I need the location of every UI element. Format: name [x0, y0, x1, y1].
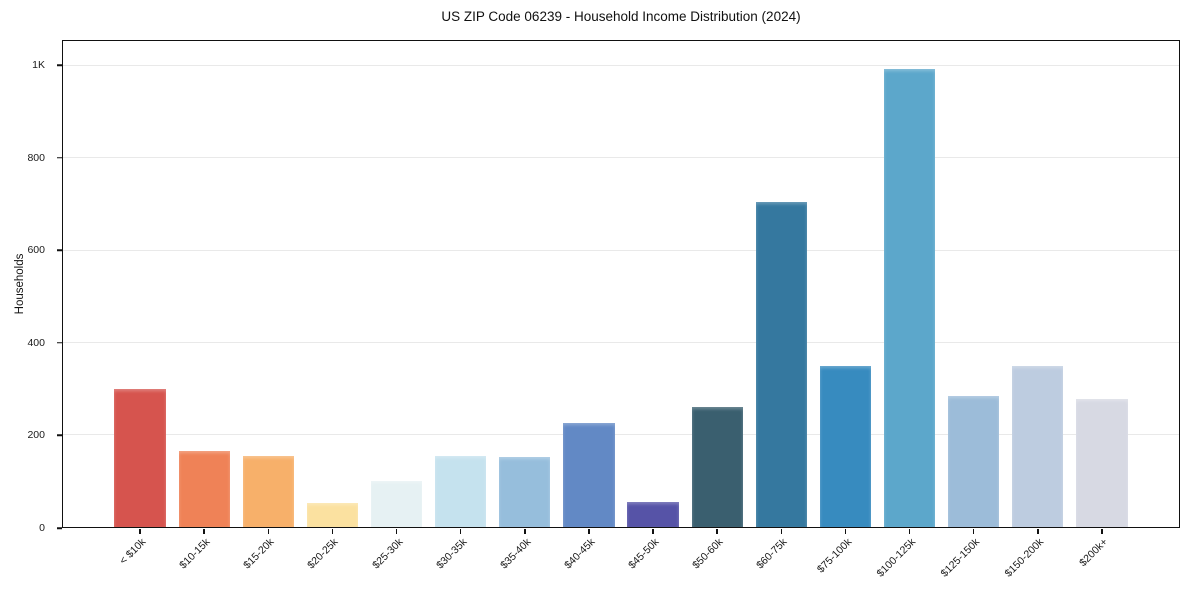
y-tick-mark [56, 249, 62, 252]
bar [819, 365, 872, 527]
x-tick-mark [139, 528, 141, 534]
bar [563, 423, 615, 527]
x-tick-mark [716, 528, 718, 534]
x-tick-mark [395, 528, 398, 534]
x-tick-label: $10-15k [177, 536, 213, 572]
x-tick-label: $50-60k [690, 536, 726, 572]
x-tick-label: $60-75k [754, 536, 790, 572]
x-tick-label: $35-40k [497, 536, 534, 572]
bar [627, 501, 679, 527]
x-tick-mark [652, 528, 654, 534]
x-tick-mark [844, 528, 847, 534]
y-tick-label: 0 [39, 522, 45, 534]
x-tick-label: $30-35k [433, 536, 470, 572]
x-tick-label: $150-200k [1002, 536, 1047, 580]
gridline [63, 65, 1179, 67]
bar [883, 68, 936, 527]
bar [178, 451, 230, 527]
bar-column: $200k+ [1070, 41, 1134, 569]
x-tick-mark [588, 528, 590, 534]
bar-column: $40-45k [557, 41, 621, 571]
x-tick-label: $125-150k [938, 536, 983, 580]
bar [435, 455, 487, 527]
bar [1076, 398, 1128, 527]
gridline [63, 341, 1179, 343]
x-tick-label: $40-45k [562, 536, 598, 572]
y-tick-mark [56, 157, 62, 159]
x-tick-label: $25-30k [369, 536, 406, 572]
y-tick-mark [56, 342, 62, 344]
x-tick-label: $45-50k [626, 536, 662, 572]
x-tick-mark [1037, 528, 1039, 534]
x-tick-mark [267, 528, 270, 534]
bar [948, 395, 1000, 527]
bar-column: $75-100k [813, 41, 877, 575]
y-tick-mark [56, 64, 62, 67]
bar [242, 455, 294, 527]
x-tick-label: < $10k [117, 536, 149, 567]
x-tick-mark [524, 528, 526, 534]
bar-column: $100-125k [874, 41, 942, 580]
bar-column: $15-20k [236, 41, 300, 571]
bar-column: $50-60k [685, 41, 749, 571]
y-tick-label: 1K [32, 59, 45, 72]
bar-column: $25-30k [365, 41, 429, 571]
x-tick-label: $200k+ [1077, 536, 1111, 570]
bar [306, 503, 359, 527]
bar-column: $35-40k [493, 41, 557, 571]
bar-column: $125-150k [939, 41, 1006, 580]
x-tick-mark [459, 528, 462, 534]
y-tick-mark [56, 434, 62, 437]
plot-area: < $10k $10-15k $15-20k $20-25k $25-30k $30-35… [62, 40, 1180, 580]
gridline [63, 249, 1179, 251]
bar [755, 202, 807, 527]
bar-column: $60-75k [749, 41, 813, 571]
gridline [63, 433, 1179, 435]
bar [114, 388, 166, 527]
chart-title: US ZIP Code 06239 - Household Income Dis… [441, 9, 801, 24]
y-axis: 0 200 400 600 800 1K [0, 40, 62, 534]
gridline [63, 157, 1179, 159]
y-tick-label: 200 [27, 429, 45, 442]
x-tick-mark [780, 528, 783, 534]
x-tick-label: $75-100k [814, 536, 854, 576]
bar [499, 456, 551, 527]
bar-column: $150-200k [1003, 41, 1070, 580]
y-tick-label: 800 [27, 151, 45, 164]
x-tick-label: $15-20k [241, 536, 277, 572]
bar [1012, 365, 1064, 527]
x-tick-label: $100-125k [874, 536, 919, 580]
y-tick-label: 400 [27, 336, 45, 349]
bar-column: $10-15k [172, 41, 236, 571]
y-tick-label: 600 [27, 244, 45, 257]
bar [691, 407, 743, 527]
bar-column: < $10k [108, 41, 172, 567]
x-tick-mark [1101, 528, 1103, 534]
x-tick-mark [972, 528, 975, 534]
x-tick-mark [908, 528, 911, 534]
bar-column: $30-35k [429, 41, 493, 571]
y-tick-mark [56, 527, 62, 529]
bar-column: $20-25k [300, 41, 364, 571]
x-tick-label: $20-25k [305, 536, 341, 572]
bar [370, 480, 423, 527]
x-tick-mark [203, 528, 205, 534]
bar-column: $45-50k [621, 41, 685, 571]
bars-container: < $10k $10-15k $15-20k $20-25k $25-30k $30-35… [63, 41, 1179, 580]
x-tick-mark [331, 528, 334, 534]
